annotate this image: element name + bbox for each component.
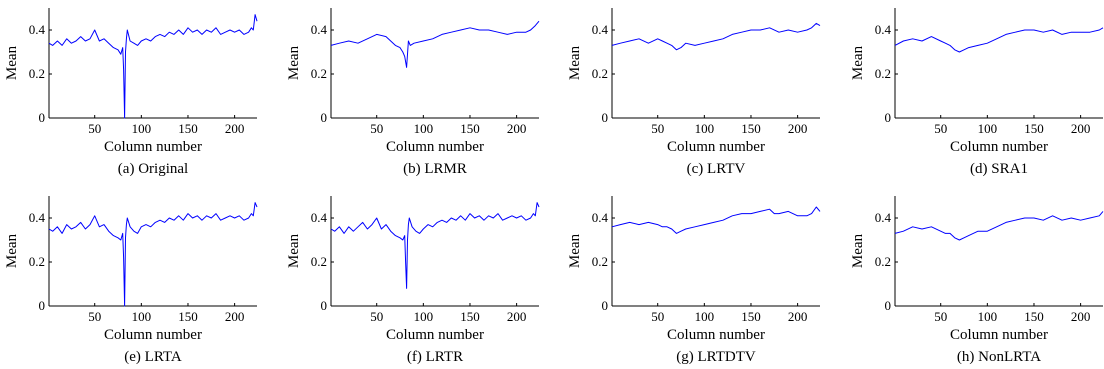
x-tick-label: 50 xyxy=(651,309,664,324)
y-axis-label: Mean xyxy=(4,45,20,80)
x-tick-label: 50 xyxy=(370,309,383,324)
series-line xyxy=(330,20,540,68)
y-axis-label: Mean xyxy=(850,233,866,268)
series-line xyxy=(330,202,540,289)
chart-panel-6: 50 100 150 200 0 0.2 0.4 Column number Mean (f) L… xyxy=(286,196,540,365)
y-tick-label: 0 xyxy=(602,110,609,125)
y-tick-label: 0 xyxy=(885,298,892,313)
x-tick-label: 100 xyxy=(414,121,434,136)
x-tick-label: 200 xyxy=(1071,309,1091,324)
x-tick-label: 100 xyxy=(695,309,715,324)
x-tick-label: 100 xyxy=(695,121,715,136)
y-axis-label: Mean xyxy=(286,45,302,80)
x-tick-label: 200 xyxy=(788,121,808,136)
y-tick-label: 0.4 xyxy=(875,22,892,37)
y-tick-label: 0.4 xyxy=(29,210,46,225)
y-tick-label: 0.2 xyxy=(311,66,327,81)
x-axis-label: Column number xyxy=(104,139,202,155)
y-tick-label: 0 xyxy=(39,298,46,313)
y-tick-label: 0 xyxy=(602,298,609,313)
panel-caption: (e) LRTA xyxy=(124,349,182,365)
y-tick-label: 0.4 xyxy=(592,210,609,225)
series-line xyxy=(894,211,1104,241)
y-tick-label: 0.2 xyxy=(29,254,45,269)
y-tick-label: 0 xyxy=(321,110,328,125)
x-axis-label: Column number xyxy=(667,139,765,155)
y-tick-label: 0 xyxy=(39,110,46,125)
x-axis-label: Column number xyxy=(950,327,1048,343)
chart-panel-2: 50 100 150 200 0 0.2 0.4 Column number Mean (b) L… xyxy=(286,8,540,177)
y-tick-label: 0 xyxy=(321,298,328,313)
y-axis-label: Mean xyxy=(567,233,583,268)
y-axis-label: Mean xyxy=(4,233,20,268)
panel-caption: (d) SRA1 xyxy=(970,161,1028,177)
x-tick-label: 150 xyxy=(178,309,198,324)
y-axis-label: Mean xyxy=(850,45,866,80)
chart-panel-7: 50 100 150 200 0 0.2 0.4 Column number Mean (g) L… xyxy=(567,196,821,365)
x-tick-label: 100 xyxy=(414,309,434,324)
x-tick-label: 200 xyxy=(225,121,245,136)
x-axis-label: Column number xyxy=(667,327,765,343)
x-axis-label: Column number xyxy=(386,327,484,343)
x-axis-label: Column number xyxy=(386,139,484,155)
series-line xyxy=(48,202,258,307)
x-tick-label: 50 xyxy=(934,121,947,136)
x-tick-label: 200 xyxy=(225,309,245,324)
x-tick-label: 200 xyxy=(507,121,527,136)
x-tick-label: 150 xyxy=(741,309,761,324)
chart-panel-4: 50 100 150 200 0 0.2 0.4 Column number Mean (d) S… xyxy=(850,8,1104,177)
series-line xyxy=(611,22,821,51)
x-tick-label: 50 xyxy=(88,121,101,136)
y-tick-label: 0.2 xyxy=(875,66,891,81)
x-tick-label: 150 xyxy=(1024,121,1044,136)
y-tick-label: 0 xyxy=(885,110,892,125)
y-tick-label: 0.2 xyxy=(592,66,608,81)
x-tick-label: 200 xyxy=(1071,121,1091,136)
x-tick-label: 150 xyxy=(741,121,761,136)
x-tick-label: 200 xyxy=(507,309,527,324)
x-tick-label: 150 xyxy=(1024,309,1044,324)
x-axis-label: Column number xyxy=(950,139,1048,155)
chart-panel-1: 50 100 150 200 0 0.2 0.4 Column number Mean (a) O… xyxy=(4,8,258,177)
y-tick-label: 0.2 xyxy=(592,254,608,269)
series-line xyxy=(48,14,258,119)
y-tick-label: 0.2 xyxy=(311,254,327,269)
y-tick-label: 0.4 xyxy=(592,22,609,37)
x-tick-label: 150 xyxy=(178,121,198,136)
x-tick-label: 50 xyxy=(651,121,664,136)
y-axis-label: Mean xyxy=(567,45,583,80)
y-tick-label: 0.4 xyxy=(875,210,892,225)
panel-caption: (b) LRMR xyxy=(403,161,467,177)
panel-caption: (g) LRTDTV xyxy=(676,349,756,365)
y-axis-label: Mean xyxy=(286,233,302,268)
y-tick-label: 0.2 xyxy=(29,66,45,81)
x-tick-label: 100 xyxy=(132,121,152,136)
x-tick-label: 100 xyxy=(978,309,998,324)
x-tick-label: 100 xyxy=(978,121,998,136)
x-tick-label: 200 xyxy=(788,309,808,324)
panel-caption: (c) LRTV xyxy=(687,161,746,177)
x-tick-label: 50 xyxy=(88,309,101,324)
chart-panel-5: 50 100 150 200 0 0.2 0.4 Column number Mean (e) L… xyxy=(4,196,258,365)
chart-panel-3: 50 100 150 200 0 0.2 0.4 Column number Mean (c) L… xyxy=(567,8,821,177)
y-tick-label: 0.4 xyxy=(29,22,46,37)
panel-caption: (f) LRTR xyxy=(407,349,463,365)
x-tick-label: 50 xyxy=(370,121,383,136)
x-tick-label: 50 xyxy=(934,309,947,324)
x-tick-label: 100 xyxy=(132,309,152,324)
y-tick-label: 0.2 xyxy=(875,254,891,269)
panel-caption: (a) Original xyxy=(118,161,188,177)
y-tick-label: 0.4 xyxy=(311,210,328,225)
y-tick-label: 0.4 xyxy=(311,22,328,37)
x-tick-label: 150 xyxy=(460,121,480,136)
chart-panel-8: 50 100 150 200 0 0.2 0.4 Column number Mean (h) N… xyxy=(850,196,1104,365)
series-line xyxy=(894,27,1104,53)
x-tick-label: 150 xyxy=(460,309,480,324)
series-line xyxy=(611,206,821,234)
panel-caption: (h) NonLRTA xyxy=(957,349,1041,365)
x-axis-label: Column number xyxy=(104,327,202,343)
